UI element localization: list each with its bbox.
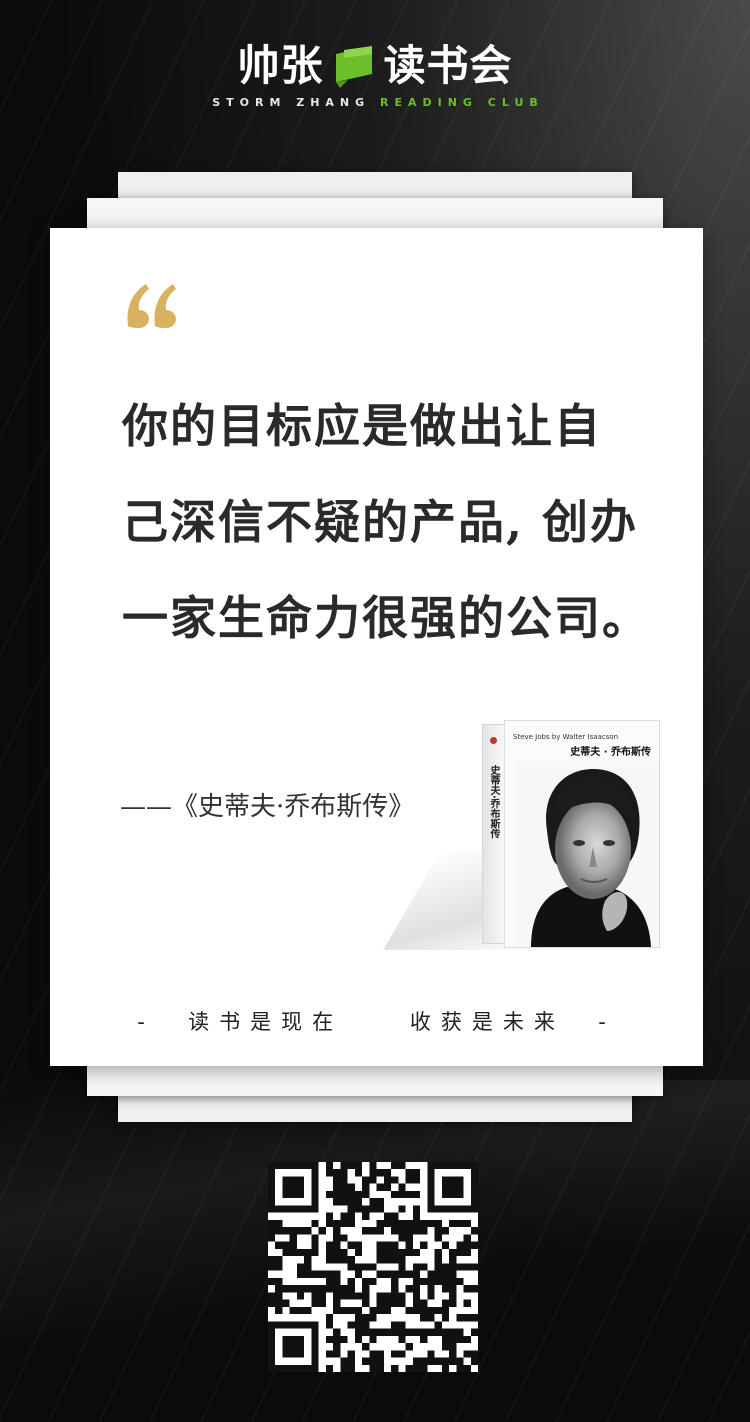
logo-name-right: 读书会 bbox=[383, 41, 513, 90]
logo-english-green: READING CLUB bbox=[380, 96, 544, 109]
book-cover: Steve Jobs by Walter Isaacson 史蒂夫 · 乔布斯传 bbox=[504, 720, 660, 948]
brand-logo: 帅张 读书会 STORM ZHANG READING CLUB bbox=[0, 41, 750, 110]
logo-english-white: STORM ZHANG bbox=[212, 96, 371, 109]
spine-logo-dot bbox=[490, 737, 497, 744]
quote-line-1: 你的目标应是做出让自 bbox=[122, 399, 602, 453]
quote-line-2: 己深信不疑的产品, 创办 bbox=[122, 495, 639, 549]
logo-english: STORM ZHANG READING CLUB bbox=[0, 96, 750, 109]
spine-title: 史蒂夫·乔布斯传 bbox=[488, 765, 499, 839]
cover-english-title: Steve Jobs by Walter Isaacson bbox=[513, 733, 619, 741]
quote-text: 你的目标应是做出让自 己深信不疑的产品, 创办 一家生命力很强的公司。 bbox=[122, 378, 682, 666]
book-logo-icon bbox=[330, 44, 378, 88]
logo-name-left: 帅张 bbox=[237, 41, 324, 90]
slogan: - 读书是现在 收获是未来 - bbox=[137, 1010, 616, 1034]
cover-chinese-title: 史蒂夫 · 乔布斯传 bbox=[570, 747, 651, 758]
qr-code-icon[interactable] bbox=[268, 1162, 478, 1372]
book-image: 史蒂夫·乔布斯传 Steve Jobs by Walter Isaacson 史… bbox=[383, 720, 660, 950]
quote-source: ——《史蒂夫·乔布斯传》 bbox=[120, 792, 415, 822]
book-spine: 史蒂夫·乔布斯传 bbox=[482, 724, 506, 944]
quote-card: 你的目标应是做出让自 己深信不疑的产品, 创办 一家生命力很强的公司。 ——《史… bbox=[50, 228, 703, 1066]
portrait-photo bbox=[517, 761, 659, 947]
quote-line-3: 一家生命力很强的公司。 bbox=[122, 591, 650, 645]
quote-icon bbox=[124, 280, 180, 330]
